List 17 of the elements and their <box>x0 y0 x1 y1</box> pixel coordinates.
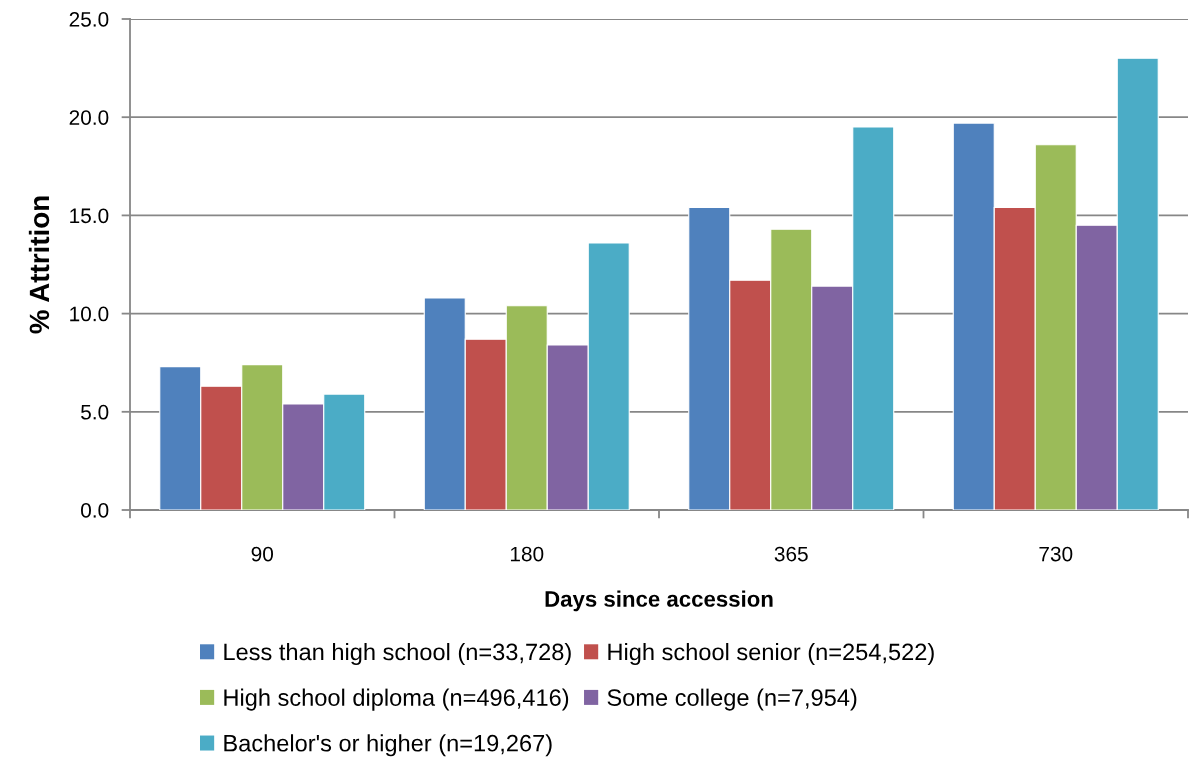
x-axis-title: Days since accession <box>545 590 773 612</box>
y-axis-title: % Attrition <box>28 196 50 334</box>
x-tick-label: 730 <box>1039 546 1073 562</box>
legend-label: Some college (n=7,954) <box>607 688 857 711</box>
legend-label: Less than high school (n=33,728) <box>224 643 571 666</box>
legend-label: High school diploma (n=496,416) <box>224 688 569 711</box>
y-tick-label: 0.0 <box>81 503 109 518</box>
y-tick-label: 15.0 <box>70 208 109 224</box>
y-tick-label: 25.0 <box>69 12 109 27</box>
legend-label: Bachelor's or higher (n=19,267) <box>224 734 552 757</box>
y-tick-label: 20.0 <box>69 110 109 125</box>
y-tick-label: 10.0 <box>70 306 109 322</box>
y-tick-label: 5.0 <box>81 404 109 420</box>
legend-label: High school senior (n=254,522) <box>608 643 934 666</box>
x-tick-label: 365 <box>774 546 808 562</box>
x-tick-label: 90 <box>251 546 274 562</box>
x-tick-label: 180 <box>510 546 544 562</box>
